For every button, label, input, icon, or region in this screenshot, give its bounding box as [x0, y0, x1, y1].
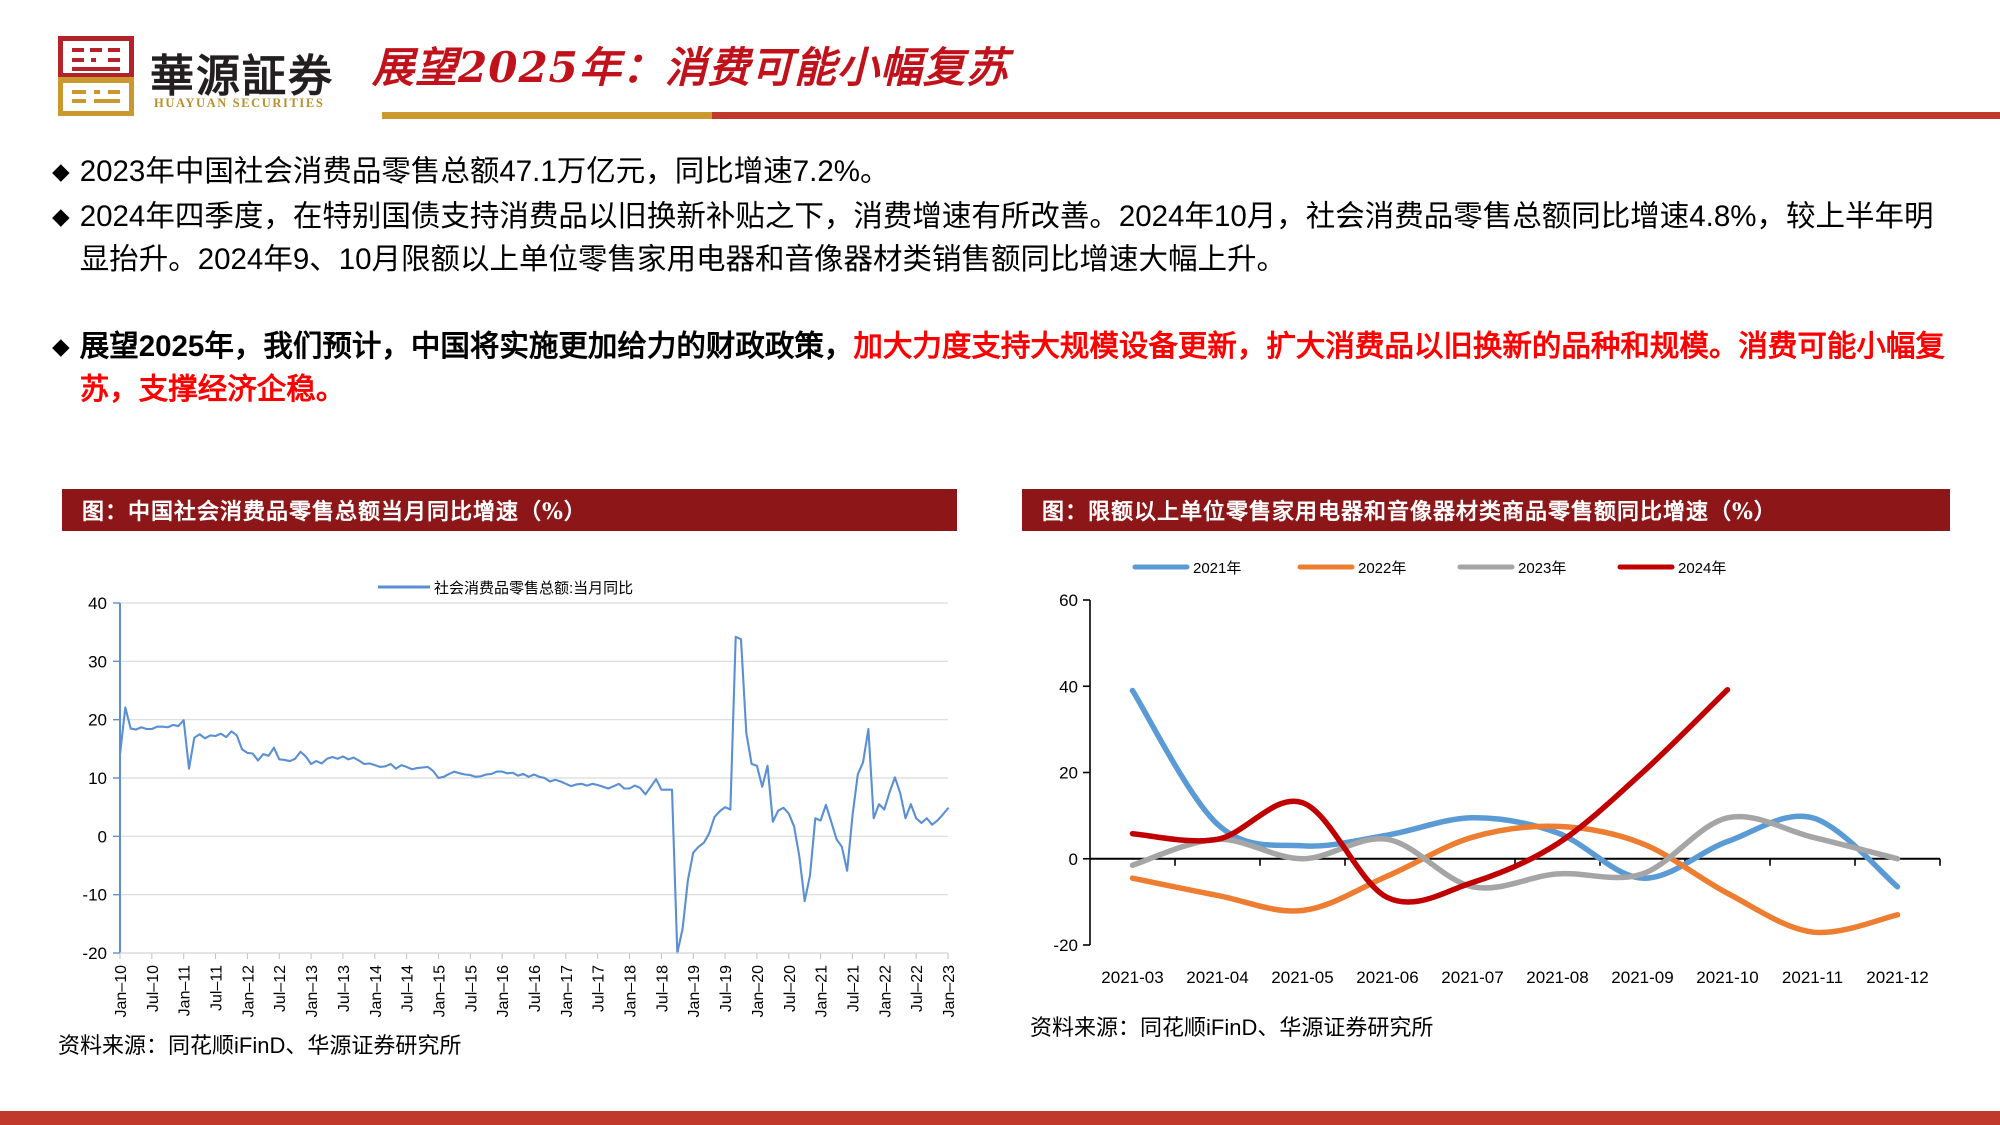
- bullet-list: ◆ 2023年中国社会消费品零售总额47.1万亿元，同比增速7.2%。 ◆ 20…: [52, 150, 1962, 413]
- bullet-segment: 2024年四季度，在特别国债支持消费品以旧换新补贴之下，消费增速有所改善。202…: [79, 200, 1934, 276]
- page-title: 展望2025年：消费可能小幅复苏: [372, 43, 1009, 92]
- svg-text:2021年: 2021年: [1193, 560, 1241, 577]
- title-rule-red: [712, 112, 2000, 119]
- svg-text:2021-08: 2021-08: [1526, 968, 1588, 987]
- brand-name-cn: 華源証券: [150, 51, 334, 102]
- svg-text:Jan–16: Jan–16: [495, 965, 512, 1018]
- slide-header: 華源証券 HUAYUAN SECURITIES 展望2025年：消费可能小幅复苏: [0, 0, 2000, 128]
- svg-text:0: 0: [98, 827, 107, 846]
- svg-text:2021-10: 2021-10: [1696, 968, 1758, 987]
- source-note-right: 资料来源：同花顺iFinD、华源证券研究所: [1030, 1015, 1434, 1040]
- svg-text:2021-09: 2021-09: [1611, 968, 1673, 987]
- svg-text:2021-06: 2021-06: [1356, 968, 1418, 987]
- diamond-bullet-icon: ◆: [52, 333, 70, 359]
- svg-text:Jul–22: Jul–22: [909, 965, 926, 1012]
- svg-text:40: 40: [88, 594, 107, 613]
- svg-text:Jul–12: Jul–12: [272, 965, 289, 1012]
- svg-text:Jul–15: Jul–15: [463, 965, 480, 1012]
- svg-text:30: 30: [88, 652, 107, 671]
- svg-text:Jan–21: Jan–21: [814, 965, 831, 1018]
- svg-text:2021-04: 2021-04: [1186, 968, 1248, 987]
- svg-text:Jul–14: Jul–14: [400, 965, 417, 1012]
- svg-text:Jan–15: Jan–15: [431, 965, 448, 1018]
- svg-text:Jan–12: Jan–12: [240, 965, 257, 1018]
- footer-bar: [0, 1111, 2000, 1125]
- svg-text:Jul–10: Jul–10: [145, 965, 162, 1012]
- bullet-segment-highlight: 加大力度支持大规模设备更新，扩大消费品以旧换新的品种和规模。消费可能小幅复苏，支…: [79, 330, 1945, 406]
- multi-line-chart-svg: 2021年 2022年 2023年 2024年 -20 0 20 40 60 2021-03 202…: [1053, 560, 1941, 987]
- bullet-segment: 展望2025年，我们预计，中国将实施更加给力的财政政策，: [79, 330, 854, 363]
- svg-text:0: 0: [1069, 850, 1078, 869]
- svg-text:2021-12: 2021-12: [1866, 968, 1928, 987]
- chart-retail-total-yoy: 社会消费品零售总额:当月同比 -20 -10 0 10 20 30 40 Jan–10 Jul–1…: [48, 545, 968, 1065]
- svg-text:-20: -20: [1053, 936, 1078, 955]
- company-logo: 華源証券 HUAYUAN SECURITIES: [58, 34, 368, 120]
- svg-text:Jan–11: Jan–11: [177, 965, 194, 1016]
- diamond-bullet-icon: ◆: [52, 203, 70, 229]
- svg-text:2024年: 2024年: [1678, 560, 1726, 577]
- svg-text:Jul–19: Jul–19: [718, 965, 735, 1012]
- title-rule-gold: [382, 112, 712, 119]
- svg-text:2022年: 2022年: [1358, 560, 1406, 577]
- svg-text:Jan–22: Jan–22: [877, 965, 894, 1018]
- svg-text:Jul–21: Jul–21: [845, 965, 862, 1012]
- svg-text:Jul–17: Jul–17: [591, 965, 608, 1012]
- svg-text:社会消费品零售总额:当月同比: 社会消费品零售总额:当月同比: [434, 580, 633, 597]
- svg-text:2021-03: 2021-03: [1101, 968, 1163, 987]
- svg-text:Jan–18: Jan–18: [623, 965, 640, 1018]
- svg-text:60: 60: [1059, 591, 1078, 610]
- chart-title-left: 图：中国社会消费品零售总额当月同比增速（%）: [62, 489, 957, 531]
- svg-text:Jul–18: Jul–18: [654, 965, 671, 1012]
- svg-text:Jan–23: Jan–23: [941, 965, 958, 1018]
- svg-text:Jul–20: Jul–20: [782, 965, 799, 1012]
- svg-text:Jul–11: Jul–11: [209, 965, 226, 1011]
- bullet-text: 展望2025年，我们预计，中国将实施更加给力的财政政策，加大力度支持大规模设备更…: [80, 325, 1962, 411]
- svg-text:Jan–19: Jan–19: [686, 965, 703, 1018]
- chart-title-right: 图：限额以上单位零售家用电器和音像器材类商品零售额同比增速（%）: [1022, 489, 1950, 531]
- brand-name-en: HUAYUAN SECURITIES: [154, 96, 325, 110]
- bullet-item: ◆ 2024年四季度，在特别国债支持消费品以旧换新补贴之下，消费增速有所改善。2…: [52, 195, 1962, 281]
- svg-text:-10: -10: [82, 886, 107, 905]
- svg-text:Jan–14: Jan–14: [368, 965, 385, 1018]
- bullet-text: 2023年中国社会消费品零售总额47.1万亿元，同比增速7.2%。: [80, 150, 1962, 193]
- svg-text:10: 10: [88, 769, 107, 788]
- bullet-segment: 2023年中国社会消费品零售总额47.1万亿元，同比增速7.2%。: [79, 155, 890, 188]
- svg-text:Jan–13: Jan–13: [304, 965, 321, 1018]
- svg-text:40: 40: [1059, 677, 1078, 696]
- svg-text:2021-05: 2021-05: [1271, 968, 1333, 987]
- bullet-item: ◆ 展望2025年，我们预计，中国将实施更加给力的财政政策，加大力度支持大规模设…: [52, 325, 1962, 411]
- svg-text:Jan–17: Jan–17: [559, 965, 576, 1018]
- svg-text:Jan–10: Jan–10: [113, 965, 130, 1018]
- diamond-bullet-icon: ◆: [52, 158, 70, 184]
- svg-text:-20: -20: [82, 944, 107, 963]
- svg-text:2023年: 2023年: [1518, 560, 1566, 577]
- svg-text:Jul–13: Jul–13: [336, 965, 353, 1012]
- svg-text:20: 20: [88, 711, 107, 730]
- huayuan-logo-icon: [58, 36, 134, 116]
- line-chart-svg: 社会消费品零售总额:当月同比 -20 -10 0 10 20 30 40 Jan–10 Jul–1…: [82, 580, 958, 1018]
- source-note-left: 资料来源：同花顺iFinD、华源证券研究所: [58, 1033, 462, 1058]
- svg-text:Jan–20: Jan–20: [750, 965, 767, 1018]
- svg-text:2021-07: 2021-07: [1441, 968, 1503, 987]
- chart-appliance-av-retail-yoy: 2021年 2022年 2023年 2024年 -20 0 20 40 60 2021-03 202…: [1010, 545, 1960, 1065]
- bullet-item: ◆ 2023年中国社会消费品零售总额47.1万亿元，同比增速7.2%。: [52, 150, 1962, 193]
- svg-text:Jul–16: Jul–16: [527, 965, 544, 1012]
- svg-text:2021-11: 2021-11: [1782, 968, 1843, 987]
- svg-text:20: 20: [1059, 764, 1078, 783]
- bullet-text: 2024年四季度，在特别国债支持消费品以旧换新补贴之下，消费增速有所改善。202…: [80, 195, 1962, 281]
